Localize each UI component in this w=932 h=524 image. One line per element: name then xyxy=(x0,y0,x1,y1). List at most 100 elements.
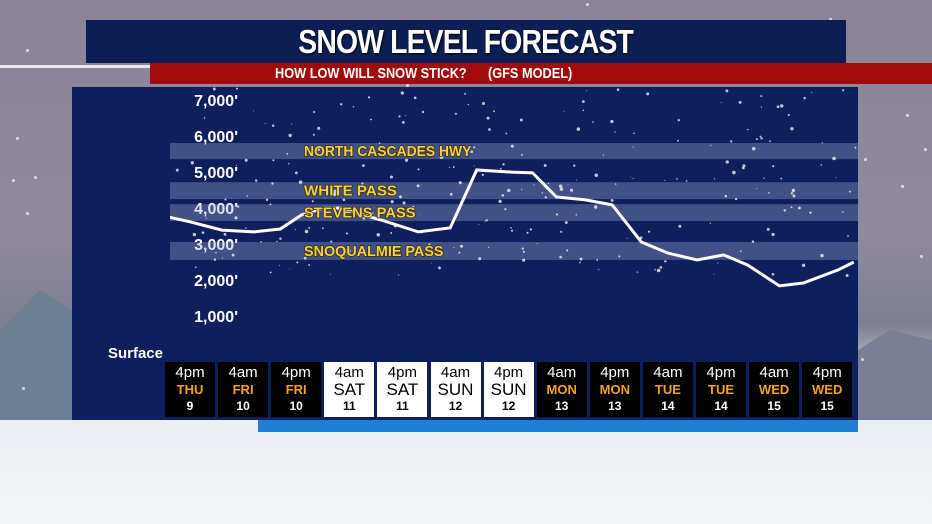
snowflake xyxy=(330,274,331,275)
snowflake xyxy=(291,124,292,125)
x-label-day: FRI xyxy=(218,381,268,398)
snowflake xyxy=(735,198,737,200)
snowflake xyxy=(289,268,290,269)
snowflake xyxy=(664,180,665,181)
snowflake xyxy=(236,165,237,166)
snowflake xyxy=(272,159,274,161)
snowflake xyxy=(353,106,354,107)
elevation-band xyxy=(170,242,858,260)
snowflake xyxy=(417,184,420,187)
x-tick-label: 4am TUE 14 xyxy=(643,362,693,417)
snowflake xyxy=(488,247,489,248)
snowflake xyxy=(565,221,568,224)
x-label-time: 4pm xyxy=(377,362,427,381)
snowflake xyxy=(279,238,281,240)
snowflake xyxy=(752,240,755,243)
snowflake xyxy=(822,142,823,143)
snowflake xyxy=(246,195,248,197)
snowflake xyxy=(725,195,728,198)
x-label-date: 15 xyxy=(749,398,799,415)
x-label-time: 4am xyxy=(749,362,799,381)
snowflake xyxy=(560,231,562,233)
snowflake xyxy=(204,117,206,119)
snowflake xyxy=(312,200,314,202)
snowflake xyxy=(459,181,462,184)
snowflake xyxy=(583,110,584,111)
snowflake xyxy=(214,259,216,261)
snowflake xyxy=(545,196,547,198)
snowflake xyxy=(308,227,310,229)
snowflake xyxy=(739,101,742,104)
x-label-time: 4pm xyxy=(696,362,746,381)
snowflake xyxy=(453,247,454,248)
snowflake xyxy=(232,254,235,257)
snowflake xyxy=(580,258,583,261)
snowflake xyxy=(213,88,216,91)
snowflake xyxy=(438,266,441,269)
x-label-time: 4pm xyxy=(590,362,640,381)
snowflake xyxy=(500,168,502,170)
x-label-day: SAT xyxy=(377,381,427,398)
snowflake xyxy=(362,164,365,167)
snowflake xyxy=(520,118,523,121)
snowflake xyxy=(633,146,634,147)
x-label-day: SUN xyxy=(484,381,534,398)
snowflake xyxy=(726,160,729,163)
snowflake xyxy=(820,254,823,257)
snowflake xyxy=(398,275,399,276)
snowflake xyxy=(176,169,179,172)
snowflake xyxy=(533,184,534,185)
snowflake xyxy=(742,164,745,167)
snowflake xyxy=(340,103,342,105)
snowflake xyxy=(747,129,749,131)
snowflake xyxy=(576,214,577,215)
snowflake xyxy=(633,178,634,179)
snowflake xyxy=(526,232,528,234)
x-label-day: FRI xyxy=(271,381,321,398)
snowflake xyxy=(772,273,775,276)
snowflake xyxy=(511,230,513,232)
snowflake xyxy=(376,233,380,237)
snowflake xyxy=(678,225,681,228)
snowflake xyxy=(763,177,764,178)
snowflake xyxy=(482,174,484,176)
x-label-date: 12 xyxy=(484,398,534,415)
snowflake xyxy=(253,110,254,111)
snowflake xyxy=(617,88,620,91)
snowflake xyxy=(677,140,679,142)
snowflake xyxy=(576,180,577,181)
snowflake xyxy=(299,180,302,183)
snowflake xyxy=(657,269,661,273)
plot-area: NORTH CASCADES HWY WHITE PASS STEVENS PASS… xyxy=(170,87,858,357)
snowflake xyxy=(811,92,812,93)
snowflake xyxy=(627,238,628,239)
snowflake xyxy=(510,227,512,229)
x-tick-label: 4am WED 15 xyxy=(749,362,799,417)
snowflake xyxy=(276,241,277,242)
snowflake xyxy=(784,209,786,211)
snowflake xyxy=(598,269,599,270)
snowflake xyxy=(842,211,844,213)
snowflake xyxy=(193,233,196,236)
snowflake xyxy=(431,263,432,264)
snowflake xyxy=(224,198,226,200)
accent-strip xyxy=(258,420,858,432)
snowflake xyxy=(802,264,805,267)
snowflake xyxy=(504,208,506,210)
snowflake xyxy=(595,174,598,177)
snowflake xyxy=(313,134,315,136)
snowflake xyxy=(522,259,525,262)
snowflake xyxy=(479,224,480,225)
snowflake xyxy=(474,165,475,166)
snowflake xyxy=(630,177,631,178)
snowflake xyxy=(370,119,372,121)
snowflake xyxy=(215,252,216,253)
snowflake xyxy=(368,96,370,98)
snowflake xyxy=(582,100,585,103)
snowflake xyxy=(548,183,549,184)
x-label-date: 14 xyxy=(643,398,693,415)
snowflake xyxy=(740,250,742,252)
snowflake xyxy=(564,111,565,112)
x-label-time: 4pm xyxy=(484,362,534,381)
snowflake xyxy=(458,252,460,254)
